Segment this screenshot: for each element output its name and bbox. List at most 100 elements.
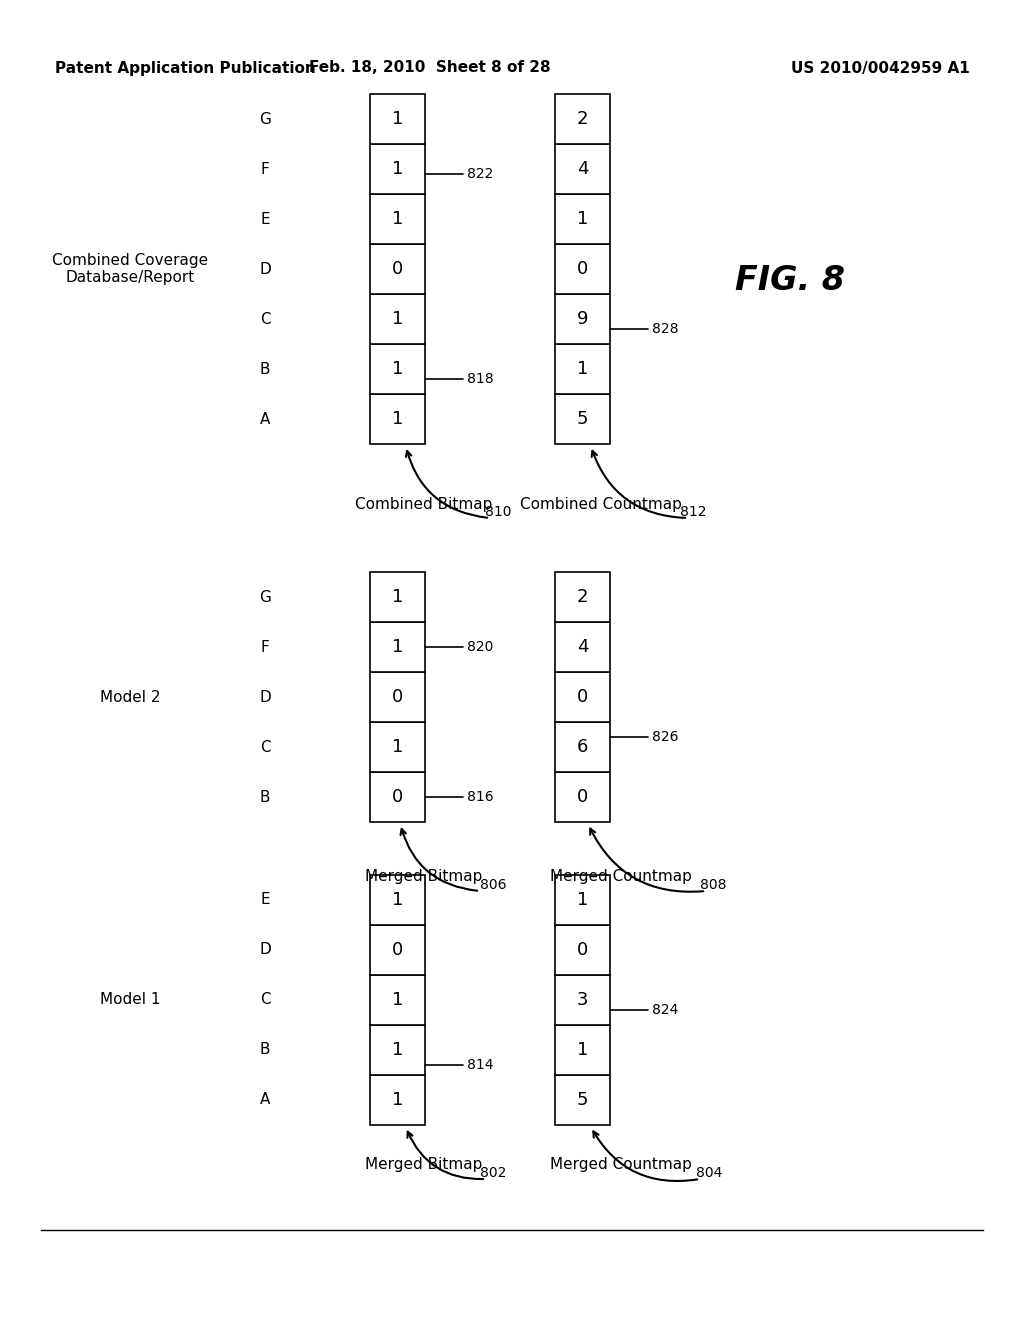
Bar bbox=[555, 244, 610, 294]
Bar bbox=[555, 672, 610, 722]
Bar bbox=[555, 722, 610, 772]
Bar bbox=[555, 622, 610, 672]
Text: 1: 1 bbox=[577, 360, 588, 378]
Bar bbox=[555, 772, 610, 822]
Text: C: C bbox=[260, 739, 270, 755]
Text: 2: 2 bbox=[577, 110, 588, 128]
Text: 1: 1 bbox=[392, 411, 403, 428]
Text: 0: 0 bbox=[577, 788, 588, 807]
Text: A: A bbox=[260, 1093, 270, 1107]
Text: 0: 0 bbox=[392, 941, 403, 960]
Bar bbox=[370, 672, 425, 722]
Text: 802: 802 bbox=[480, 1166, 507, 1180]
Bar bbox=[370, 1026, 425, 1074]
Text: 1: 1 bbox=[392, 587, 403, 606]
Text: 826: 826 bbox=[652, 730, 679, 744]
Text: Merged Bitmap: Merged Bitmap bbox=[365, 1158, 482, 1172]
Text: Merged Countmap: Merged Countmap bbox=[550, 1158, 692, 1172]
Text: 828: 828 bbox=[652, 322, 679, 337]
Text: B: B bbox=[260, 789, 270, 804]
Text: 1: 1 bbox=[392, 891, 403, 909]
Bar bbox=[370, 772, 425, 822]
Bar bbox=[370, 345, 425, 393]
Bar bbox=[370, 572, 425, 622]
Text: FIG. 8: FIG. 8 bbox=[735, 264, 845, 297]
Bar bbox=[555, 975, 610, 1026]
Text: Combined Coverage
Database/Report: Combined Coverage Database/Report bbox=[52, 253, 208, 285]
Text: 1: 1 bbox=[392, 1041, 403, 1059]
Text: 1: 1 bbox=[577, 891, 588, 909]
Text: 1: 1 bbox=[577, 210, 588, 228]
Text: 2: 2 bbox=[577, 587, 588, 606]
Text: 1: 1 bbox=[392, 110, 403, 128]
Text: 0: 0 bbox=[392, 260, 403, 279]
Bar bbox=[555, 1026, 610, 1074]
Text: 812: 812 bbox=[680, 506, 707, 519]
Text: 4: 4 bbox=[577, 638, 588, 656]
Text: 806: 806 bbox=[480, 878, 507, 892]
Text: 1: 1 bbox=[392, 160, 403, 178]
Text: Feb. 18, 2010  Sheet 8 of 28: Feb. 18, 2010 Sheet 8 of 28 bbox=[309, 61, 551, 75]
Bar bbox=[370, 925, 425, 975]
Text: 1: 1 bbox=[392, 738, 403, 756]
Text: Merged Bitmap: Merged Bitmap bbox=[365, 870, 482, 884]
Text: 818: 818 bbox=[467, 372, 494, 385]
Text: A: A bbox=[260, 412, 270, 426]
Text: 814: 814 bbox=[467, 1059, 494, 1072]
Bar bbox=[555, 294, 610, 345]
Text: 0: 0 bbox=[577, 260, 588, 279]
Bar bbox=[555, 925, 610, 975]
Text: Model 2: Model 2 bbox=[99, 689, 160, 705]
Bar bbox=[370, 244, 425, 294]
Bar bbox=[370, 194, 425, 244]
Text: 1: 1 bbox=[392, 991, 403, 1008]
Text: 1: 1 bbox=[392, 310, 403, 327]
Text: 822: 822 bbox=[467, 168, 494, 181]
Text: 816: 816 bbox=[467, 789, 494, 804]
Text: 5: 5 bbox=[577, 411, 588, 428]
Text: 6: 6 bbox=[577, 738, 588, 756]
Text: 1: 1 bbox=[577, 1041, 588, 1059]
Text: B: B bbox=[260, 362, 270, 376]
Text: 0: 0 bbox=[392, 688, 403, 706]
Text: 804: 804 bbox=[696, 1166, 722, 1180]
Text: G: G bbox=[259, 111, 271, 127]
Text: 1: 1 bbox=[392, 360, 403, 378]
Text: 5: 5 bbox=[577, 1092, 588, 1109]
Text: 820: 820 bbox=[467, 640, 494, 653]
Text: D: D bbox=[259, 261, 271, 276]
Bar bbox=[555, 94, 610, 144]
Text: F: F bbox=[261, 161, 269, 177]
Text: 0: 0 bbox=[577, 688, 588, 706]
Text: 4: 4 bbox=[577, 160, 588, 178]
Text: 0: 0 bbox=[577, 941, 588, 960]
Text: 9: 9 bbox=[577, 310, 588, 327]
Bar bbox=[555, 144, 610, 194]
Text: E: E bbox=[260, 892, 269, 908]
Text: Combined Bitmap: Combined Bitmap bbox=[355, 496, 493, 511]
Text: C: C bbox=[260, 312, 270, 326]
Text: Patent Application Publication: Patent Application Publication bbox=[55, 61, 315, 75]
Text: 1: 1 bbox=[392, 210, 403, 228]
Text: F: F bbox=[261, 639, 269, 655]
Bar bbox=[555, 393, 610, 444]
Text: E: E bbox=[260, 211, 269, 227]
Bar bbox=[370, 1074, 425, 1125]
Bar bbox=[370, 722, 425, 772]
Bar bbox=[370, 875, 425, 925]
Text: 808: 808 bbox=[700, 878, 726, 892]
Bar bbox=[555, 345, 610, 393]
Bar bbox=[370, 94, 425, 144]
Text: Combined Countmap: Combined Countmap bbox=[520, 496, 682, 511]
Bar bbox=[370, 393, 425, 444]
Bar bbox=[370, 975, 425, 1026]
Text: 824: 824 bbox=[652, 1003, 678, 1016]
Bar bbox=[370, 144, 425, 194]
Bar bbox=[555, 875, 610, 925]
Bar bbox=[555, 1074, 610, 1125]
Text: D: D bbox=[259, 689, 271, 705]
Text: US 2010/0042959 A1: US 2010/0042959 A1 bbox=[792, 61, 970, 75]
Text: G: G bbox=[259, 590, 271, 605]
Bar bbox=[555, 572, 610, 622]
Text: 0: 0 bbox=[392, 788, 403, 807]
